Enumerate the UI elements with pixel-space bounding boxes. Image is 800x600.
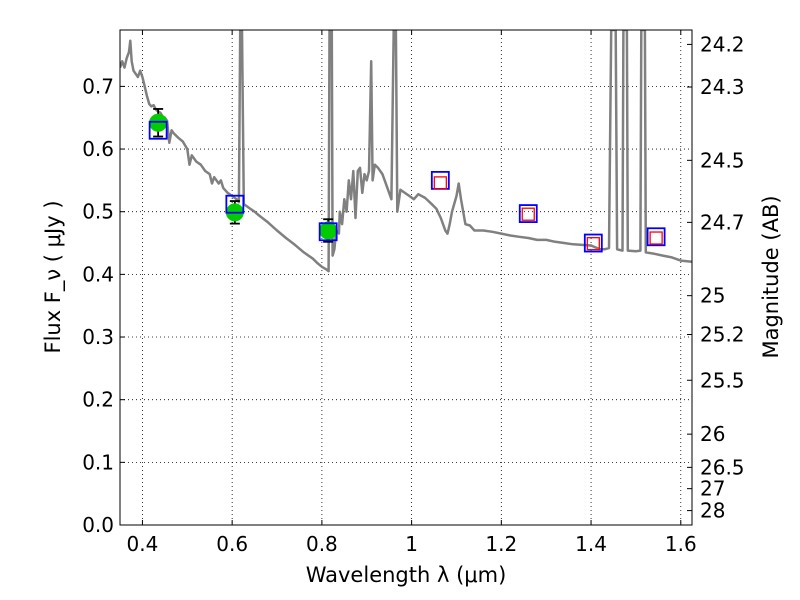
x-axis-title: Wavelength λ (μm) [306,563,507,587]
right-tick-label: 24.2 [700,32,745,56]
model-photometry-square [583,233,603,253]
right-tick-label: 24.7 [700,210,745,234]
right-tick-label: 25.5 [700,368,745,392]
y-tick-label: 0.0 [82,513,114,537]
predicted-photometry-square [433,176,447,190]
predicted-photometry-square [521,207,535,221]
model-photometry-square [148,120,168,140]
plot-area [120,30,692,525]
predicted-photometry-square [649,231,663,245]
observed-flux-point [319,221,338,240]
y-tick-label: 0.2 [82,388,114,412]
x-tick-label: 1.6 [665,532,697,556]
right-tick-label: 26 [700,422,725,446]
y-tick-label: 0.7 [82,74,114,98]
model-spectrum-line [120,30,692,273]
y-tick-label: 0.6 [82,137,114,161]
right-tick-label: 25 [700,284,725,308]
y-tick-label: 0.1 [82,450,114,474]
right-tick-label: 26.5 [700,455,745,479]
observed-flux-point [149,113,168,132]
x-tick-label: 1 [405,532,418,556]
axis-ticks: 0.4 0.6 0.8 1 1.2 1.4 1.6 0.0 0.1 0.2 0.3 0.4 0.5 0.6… [82,30,745,556]
right-tick-label: 27 [700,477,725,501]
plot-series [120,30,692,273]
model-photometry-square [225,194,245,214]
predicted-photometry-square [586,237,600,251]
right-tick-label: 25.2 [700,323,745,347]
x-tick-label: 0.4 [127,532,159,556]
right-tick-label: 28 [700,499,725,523]
right-axis-title: Magnitude (AB) [759,195,783,358]
model-photometry-square [318,222,338,242]
y-tick-label: 0.4 [82,262,114,286]
y-tick-label: 0.5 [82,200,114,224]
plot-frame [119,29,693,526]
model-photometry-square [646,227,666,247]
right-tick-label: 24.5 [700,148,745,172]
x-tick-label: 1.2 [485,532,517,556]
x-tick-label: 0.6 [216,532,248,556]
right-tick-label: 24.3 [700,75,745,99]
y-tick-label: 0.3 [82,325,114,349]
y-axis-title: Flux F_ν ( μJy ) [41,200,66,353]
x-tick-label: 0.8 [306,532,338,556]
model-photometry-square [518,204,538,223]
x-tick-label: 1.4 [575,532,607,556]
